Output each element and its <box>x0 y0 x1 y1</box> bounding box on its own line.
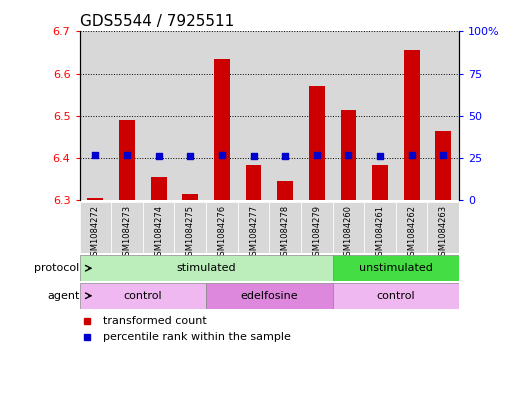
Text: GSM1084276: GSM1084276 <box>218 205 226 261</box>
Bar <box>332 202 364 253</box>
Bar <box>332 31 364 200</box>
Bar <box>427 202 459 253</box>
Bar <box>174 202 206 253</box>
Bar <box>80 283 206 309</box>
Text: agent: agent <box>47 291 80 301</box>
Point <box>439 152 447 158</box>
Point <box>281 153 289 160</box>
Point <box>123 152 131 158</box>
Bar <box>80 202 111 253</box>
Bar <box>214 59 230 200</box>
Bar <box>206 283 332 309</box>
Text: percentile rank within the sample: percentile rank within the sample <box>103 332 290 342</box>
Bar <box>111 31 143 200</box>
Text: transformed count: transformed count <box>103 316 206 326</box>
Text: GSM1084279: GSM1084279 <box>312 205 321 261</box>
Text: GSM1084272: GSM1084272 <box>91 205 100 261</box>
Bar <box>111 202 143 253</box>
Bar <box>238 31 269 200</box>
Bar <box>269 31 301 200</box>
Bar <box>341 110 357 200</box>
Bar <box>372 165 388 200</box>
Text: GSM1084263: GSM1084263 <box>439 205 448 261</box>
Text: GSM1084260: GSM1084260 <box>344 205 353 261</box>
Text: GSM1084275: GSM1084275 <box>186 205 195 261</box>
Bar <box>87 198 103 200</box>
Bar <box>246 165 262 200</box>
Bar <box>206 202 238 253</box>
Bar <box>206 31 238 200</box>
Text: GSM1084273: GSM1084273 <box>123 205 131 261</box>
Bar <box>80 31 111 200</box>
Bar <box>396 31 427 200</box>
Text: control: control <box>377 291 415 301</box>
Text: control: control <box>124 291 162 301</box>
Bar <box>404 50 420 200</box>
Bar <box>143 202 174 253</box>
Bar <box>182 194 198 200</box>
Bar <box>332 255 459 281</box>
Bar <box>309 86 325 200</box>
Text: GSM1084261: GSM1084261 <box>376 205 385 261</box>
Point <box>312 152 321 158</box>
Bar <box>396 202 427 253</box>
Bar <box>332 283 459 309</box>
Text: GDS5544 / 7925511: GDS5544 / 7925511 <box>80 14 234 29</box>
Point <box>249 153 258 160</box>
Bar <box>436 131 451 200</box>
Text: edelfosine: edelfosine <box>241 291 298 301</box>
Text: GSM1084274: GSM1084274 <box>154 205 163 261</box>
Bar <box>174 31 206 200</box>
Text: GSM1084262: GSM1084262 <box>407 205 416 261</box>
Point <box>218 152 226 158</box>
Bar <box>269 202 301 253</box>
Bar <box>364 31 396 200</box>
Point <box>344 152 352 158</box>
Bar <box>143 31 174 200</box>
Bar <box>364 202 396 253</box>
Point <box>376 153 384 160</box>
Text: protocol: protocol <box>34 263 80 273</box>
Text: stimulated: stimulated <box>176 263 236 273</box>
Bar <box>427 31 459 200</box>
Bar <box>277 182 293 200</box>
Bar <box>238 202 269 253</box>
Text: GSM1084278: GSM1084278 <box>281 205 290 261</box>
Bar <box>80 255 332 281</box>
Point <box>407 152 416 158</box>
Bar <box>151 177 167 200</box>
Text: unstimulated: unstimulated <box>359 263 433 273</box>
Point <box>154 153 163 160</box>
Bar <box>119 120 135 200</box>
Bar <box>301 31 332 200</box>
Bar <box>301 202 332 253</box>
Point <box>91 152 100 158</box>
Point <box>186 153 194 160</box>
Text: GSM1084277: GSM1084277 <box>249 205 258 261</box>
